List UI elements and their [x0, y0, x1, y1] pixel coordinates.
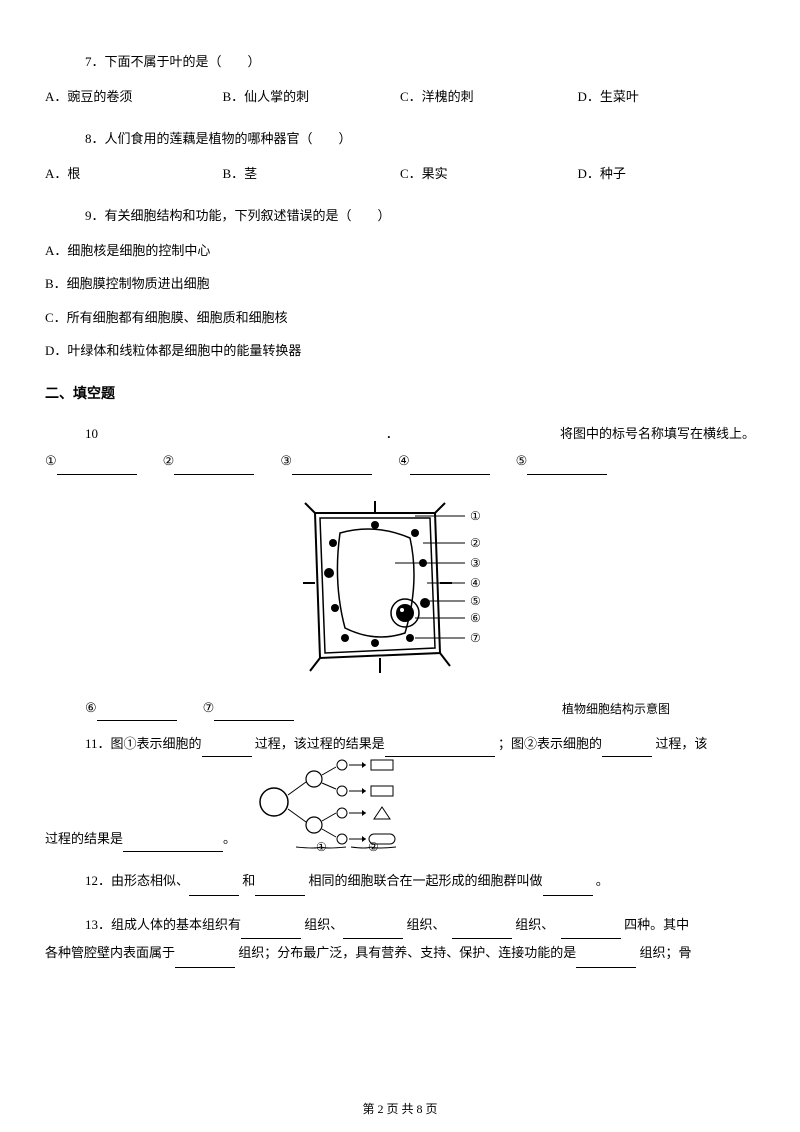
brace-label-2: ②: [368, 840, 379, 852]
blank: [175, 952, 235, 968]
diagram-label-3: ③: [470, 556, 481, 570]
q7-opt-b: B．仙人掌的刺: [223, 85, 401, 108]
q10-num: 10: [45, 421, 386, 447]
question-10: 10 ． 将图中的标号名称填写在横线上。 ① ② ③ ④ ⑤: [45, 421, 755, 722]
q12-mid1: 和: [242, 873, 255, 888]
q10-blanks-row2: ⑥ ⑦ 植物细胞结构示意图: [45, 695, 755, 721]
blank: [602, 741, 652, 757]
blank: [292, 459, 372, 475]
q8-opt-c: C．果实: [400, 162, 578, 185]
q10-label-4: ④: [398, 447, 410, 476]
blank: [576, 952, 636, 968]
q7-opt-d: D．生菜叶: [578, 85, 756, 108]
q13-line2b: 组织；分布最广泛，具有营养、支持、保护、连接功能的是: [238, 945, 576, 960]
blank: [241, 923, 301, 939]
diagram-label-1: ①: [470, 509, 481, 523]
q13-t1: 组织、: [304, 917, 343, 932]
q10-label-1: ①: [45, 447, 57, 476]
blank: [174, 459, 254, 475]
question-9: 9．有关细胞结构和功能，下列叙述错误的是（ ） A．细胞核是细胞的控制中心 B．…: [45, 204, 755, 363]
q10-label-3: ③: [280, 447, 292, 476]
q7-options: A．豌豆的卷须 B．仙人掌的刺 C．洋槐的刺 D．生菜叶: [45, 85, 755, 108]
question-11: 11．图①表示细胞的 过程，该过程的结果是 ；图②表示细胞的 过程，该 过程的结…: [45, 731, 755, 852]
q11-suffix-end: 。: [223, 826, 236, 852]
diagram-label-2: ②: [470, 536, 481, 550]
q13-line2c: 组织；骨: [640, 945, 692, 960]
blank: [527, 459, 607, 475]
cell-diagram-caption: 植物细胞结构示意图: [562, 697, 670, 721]
blank: [410, 459, 490, 475]
q13-t3: 组织、: [515, 917, 554, 932]
q8-options: A．根 B．茎 C．果实 D．种子: [45, 162, 755, 185]
diagram-label-7: ⑦: [470, 631, 481, 645]
q10-header: 10 ． 将图中的标号名称填写在横线上。: [45, 421, 755, 447]
blank: [343, 923, 403, 939]
q8-opt-a: A．根: [45, 162, 223, 185]
q11-mid1: 过程，该过程的结果是: [255, 736, 385, 751]
question-13: 13．组成人体的基本组织有 组织、 组织、 组织、 四种。其中 各种管腔壁内表面…: [45, 911, 755, 968]
q12-mid2: 相同的细胞联合在一起形成的细胞群叫做: [309, 873, 543, 888]
q10-label-6: ⑥: [85, 695, 97, 721]
q10-label-2: ②: [163, 447, 175, 476]
question-7: 7．下面不属于叶的是（ ） A．豌豆的卷须 B．仙人掌的刺 C．洋槐的刺 D．生…: [45, 50, 755, 109]
q10-dot: ．: [386, 421, 399, 447]
blank: [255, 880, 305, 896]
q7-text: 7．下面不属于叶的是（ ）: [45, 50, 755, 73]
q12-prefix: 12．由形态相似、: [85, 873, 189, 888]
q13-prefix: 13．组成人体的基本组织有: [85, 917, 241, 932]
blank: [561, 923, 621, 939]
blank: [214, 705, 294, 721]
q13-t4: 四种。其中: [624, 917, 689, 932]
plant-cell-diagram: ① ② ③ ④ ⑤ ⑥ ⑦: [285, 483, 515, 693]
blank: [385, 741, 495, 757]
diagram-label-5: ⑤: [470, 594, 481, 608]
blank: [452, 923, 512, 939]
blank: [57, 459, 137, 475]
q8-text: 8．人们食用的莲藕是植物的哪种器官（ ）: [45, 127, 755, 150]
q7-opt-c: C．洋槐的刺: [400, 85, 578, 108]
diagram-label-4: ④: [470, 576, 481, 590]
q8-opt-d: D．种子: [578, 162, 756, 185]
q11-mid2: ；图②表示细胞的: [498, 736, 602, 751]
q9-opt-d: D．叶绿体和线粒体都是细胞中的能量转换器: [45, 339, 755, 362]
blank: [123, 836, 223, 852]
q10-blanks-row1: ① ② ③ ④ ⑤: [45, 447, 755, 476]
q11-suffix-pre: 过程的结果是: [45, 826, 123, 852]
q12-end: 。: [596, 873, 609, 888]
page-footer: 第 2 页 共 8 页: [0, 1100, 800, 1117]
cell-division-diagram: ① ②: [256, 757, 446, 852]
diagram-label-6: ⑥: [470, 611, 481, 625]
q9-opt-a: A．细胞核是细胞的控制中心: [45, 239, 755, 262]
q11-prefix: 11．图①表示细胞的: [85, 736, 202, 751]
q8-opt-b: B．茎: [223, 162, 401, 185]
question-8: 8．人们食用的莲藕是植物的哪种器官（ ） A．根 B．茎 C．果实 D．种子: [45, 127, 755, 186]
q9-opt-b: B．细胞膜控制物质进出细胞: [45, 272, 755, 295]
blank: [97, 705, 177, 721]
brace-label-1: ①: [316, 840, 327, 852]
q7-opt-a: A．豌豆的卷须: [45, 85, 223, 108]
blank: [202, 741, 252, 757]
question-12: 12．由形态相似、 和 相同的细胞联合在一起形成的细胞群叫做 。: [45, 867, 755, 896]
blank: [543, 880, 593, 896]
q10-tail: 将图中的标号名称填写在横线上。: [399, 421, 755, 447]
section-fill-blank: 二、填空题: [45, 383, 755, 403]
blank: [189, 880, 239, 896]
q10-label-5: ⑤: [516, 447, 528, 476]
q11-mid3: 过程，该: [655, 736, 707, 751]
q10-label-7: ⑦: [203, 695, 215, 721]
q9-opt-c: C．所有细胞都有细胞膜、细胞质和细胞核: [45, 306, 755, 329]
q13-line2a: 各种管腔壁内表面属于: [45, 945, 175, 960]
q9-text: 9．有关细胞结构和功能，下列叙述错误的是（ ）: [45, 204, 755, 227]
q13-t2: 组织、: [407, 917, 446, 932]
